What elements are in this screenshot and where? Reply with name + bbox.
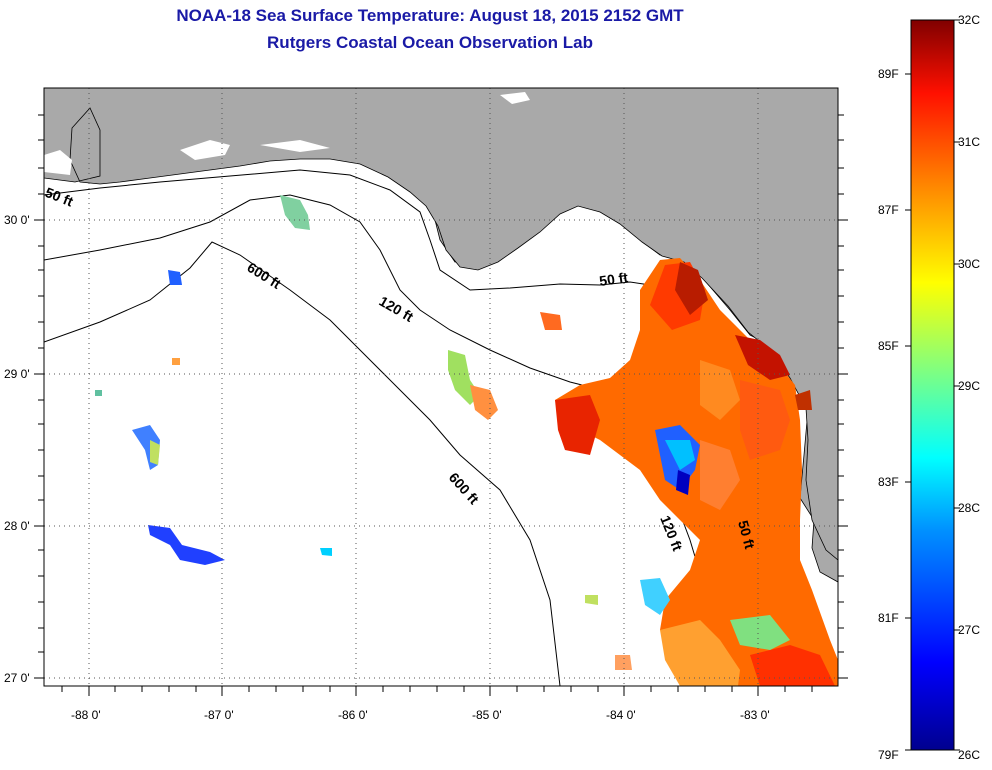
lon-label-87: -87 0' [204, 708, 234, 722]
map-title: NOAA-18 Sea Surface Temperature: August … [176, 6, 684, 25]
colorbar-f-79: 79F [878, 748, 899, 762]
colorbar-c-29: 29C [958, 379, 981, 393]
lon-label-88: -88 0' [71, 708, 101, 722]
colorbar [910, 19, 955, 751]
contour-label-50ft-east: 50 ft [598, 269, 629, 289]
contour-label-50ft-south: 50 ft [735, 519, 758, 551]
lon-label-85: -85 0' [472, 708, 502, 722]
colorbar-c-30: 30C [958, 257, 981, 271]
colorbar-f-89: 89F [878, 67, 899, 81]
colorbar-c-31: 31C [958, 135, 981, 149]
map-subtitle: Rutgers Coastal Ocean Observation Lab [267, 33, 593, 52]
colorbar-c-28: 28C [958, 501, 981, 515]
lat-label-30: 30 0' [4, 213, 30, 227]
colorbar-f-85: 85F [878, 339, 899, 353]
colorbar-f-81: 81F [878, 611, 899, 625]
sst-patches [95, 195, 838, 686]
lat-label-28: 28 0' [4, 519, 30, 533]
lon-label-86: -86 0' [338, 708, 368, 722]
map-frame [43, 87, 839, 687]
lat-label-27: 27 0' [4, 671, 30, 685]
lon-label-83: -83 0' [740, 708, 770, 722]
colorbar-c-26: 26C [958, 748, 981, 762]
colorbar-c-32: 32C [958, 13, 981, 27]
lon-label-84: -84 0' [606, 708, 636, 722]
colorbar-f-87: 87F [878, 203, 899, 217]
lat-label-29: 29 0' [4, 367, 30, 381]
colorbar-c-27: 27C [958, 623, 981, 637]
colorbar-f-83: 83F [878, 475, 899, 489]
